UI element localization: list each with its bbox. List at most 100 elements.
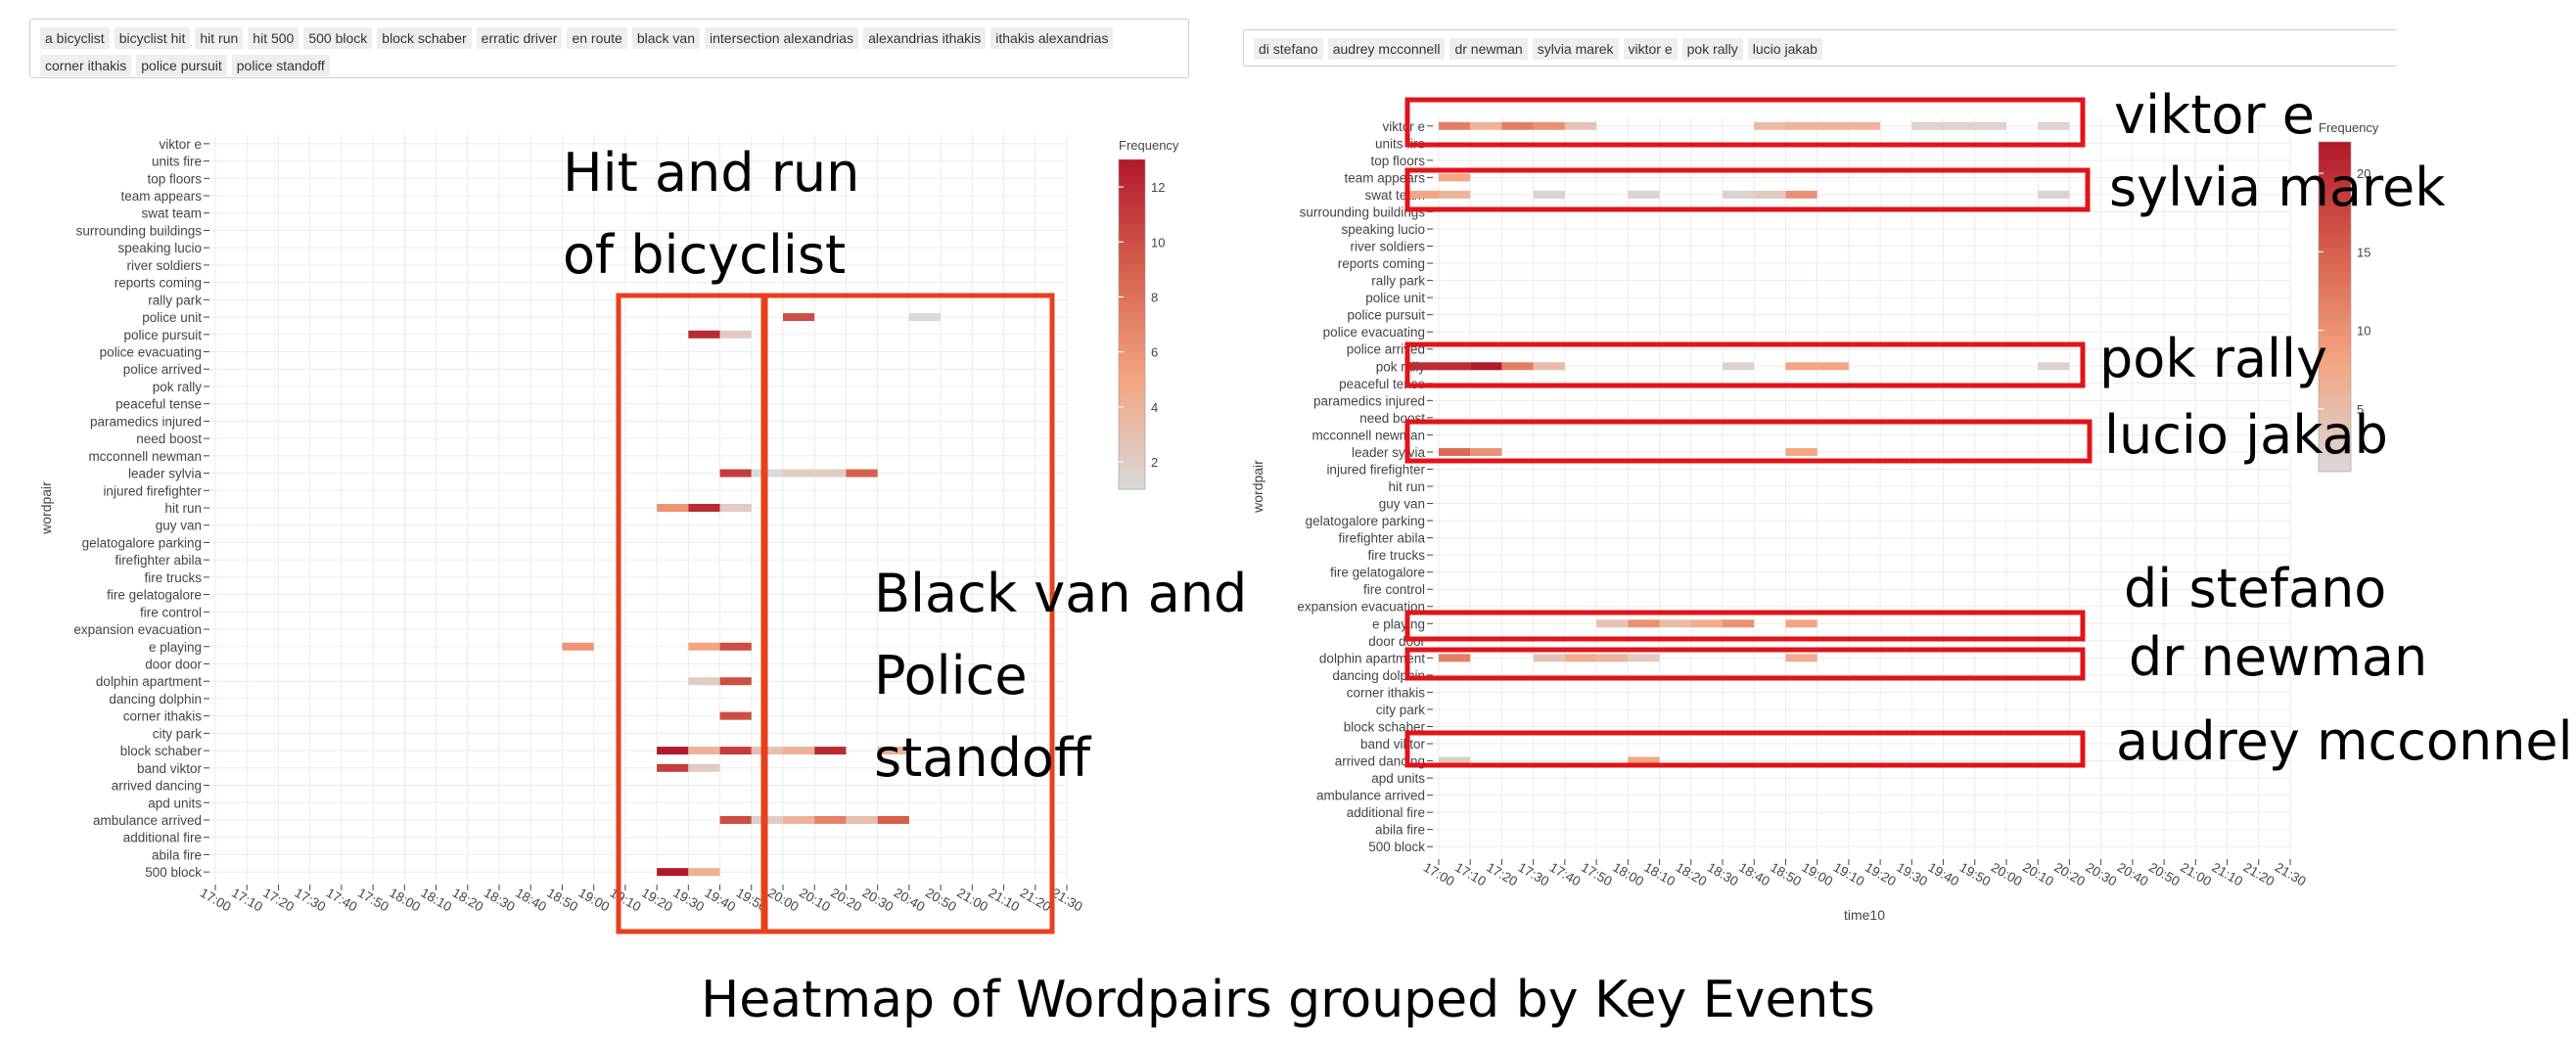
heatmap-cell[interactable] (688, 747, 720, 755)
heatmap-cell[interactable] (1723, 190, 1755, 199)
heatmap-cell[interactable] (1690, 619, 1723, 628)
heatmap-cell[interactable] (1439, 756, 1471, 765)
heatmap-cell[interactable] (1785, 654, 1817, 662)
heatmap-cell[interactable] (908, 313, 942, 322)
left-filter-tag[interactable]: police pursuit (136, 55, 227, 76)
left-filter-tag[interactable]: ithakis alexandrias (990, 27, 1114, 49)
right-filter-tag[interactable]: viktor e (1623, 38, 1678, 60)
heatmap-cell[interactable] (657, 504, 689, 512)
heatmap-cell[interactable] (719, 469, 752, 478)
heatmap-cell[interactable] (688, 330, 720, 339)
left-filter-tag[interactable]: en route (567, 27, 627, 49)
heatmap-cell[interactable] (719, 711, 752, 720)
heatmap-cell[interactable] (814, 747, 847, 755)
heatmap-cell[interactable] (1564, 121, 1597, 130)
left-filter-tag[interactable]: corner ithakis (40, 55, 132, 76)
heatmap-cell[interactable] (688, 868, 720, 877)
heatmap-cell[interactable] (1628, 619, 1660, 628)
heatmap-cell[interactable] (1564, 654, 1597, 662)
heatmap-cell[interactable] (1723, 619, 1755, 628)
heatmap-cell[interactable] (783, 313, 815, 322)
heatmap-cell[interactable] (2038, 121, 2070, 130)
right-filter-tag[interactable]: sylvia marek (1532, 38, 1619, 60)
heatmap-cell[interactable] (814, 815, 847, 824)
heatmap-cell[interactable] (1533, 362, 1565, 371)
heatmap-cell[interactable] (719, 330, 752, 339)
left-filter-tag[interactable]: hit 500 (248, 27, 299, 49)
heatmap-cell[interactable] (719, 504, 752, 512)
left-wordpair-filter[interactable]: a bicyclist bicyclist hit hit run hit 500 50… (29, 19, 1189, 78)
heatmap-cell[interactable] (1501, 362, 1534, 371)
heatmap-cell[interactable] (1439, 362, 1471, 371)
heatmap-cell[interactable] (783, 747, 815, 755)
heatmap-cell[interactable] (1533, 121, 1565, 130)
heatmap-cell[interactable] (1439, 654, 1471, 662)
heatmap-cell[interactable] (1439, 173, 1471, 182)
heatmap-cell[interactable] (1848, 121, 1881, 130)
heatmap-cell[interactable] (1533, 654, 1565, 662)
heatmap-cell[interactable] (562, 642, 594, 651)
heatmap-cell[interactable] (1785, 121, 1817, 130)
heatmap-cell[interactable] (688, 642, 720, 651)
left-filter-tag[interactable]: bicyclist hit (114, 27, 191, 49)
heatmap-cell[interactable] (1628, 190, 1660, 199)
heatmap-cell[interactable] (1785, 619, 1817, 628)
heatmap-cell[interactable] (1470, 362, 1502, 371)
left-filter-tag[interactable]: block schaber (377, 27, 472, 49)
left-filter-tag[interactable]: erratic driver (476, 27, 563, 49)
left-filter-tag[interactable]: intersection alexandrias (705, 27, 859, 49)
heatmap-cell[interactable] (1596, 654, 1629, 662)
heatmap-cell[interactable] (1406, 190, 1439, 199)
right-filter-tag[interactable]: di stefano (1254, 38, 1323, 60)
right-filter-tag[interactable]: pok rally (1681, 38, 1743, 60)
heatmap-cell[interactable] (783, 815, 815, 824)
heatmap-cell[interactable] (846, 469, 878, 478)
heatmap-cell[interactable] (1754, 190, 1786, 199)
heatmap-cell[interactable] (1439, 190, 1471, 199)
heatmap-cell[interactable] (1785, 190, 1817, 199)
right-wordpair-filter[interactable]: di stefano audrey mcconnell dr newman sylvi… (1243, 29, 2398, 67)
left-filter-tag[interactable]: police standoff (231, 55, 330, 76)
heatmap-cell[interactable] (1974, 121, 2006, 130)
heatmap-cell[interactable] (1628, 654, 1660, 662)
heatmap-cell[interactable] (1628, 756, 1660, 765)
heatmap-cell[interactable] (719, 677, 752, 686)
heatmap-cell[interactable] (1817, 362, 1849, 371)
heatmap-cell[interactable] (688, 504, 720, 512)
heatmap-cell[interactable] (719, 642, 752, 651)
heatmap-cell[interactable] (657, 868, 689, 877)
heatmap-cell[interactable] (877, 815, 909, 824)
heatmap-cell[interactable] (1439, 121, 1471, 130)
heatmap-cell[interactable] (688, 677, 720, 686)
left-filter-tag[interactable]: a bicyclist (40, 27, 110, 49)
heatmap-cell[interactable] (657, 747, 689, 755)
heatmap-cell[interactable] (814, 469, 847, 478)
heatmap-cell[interactable] (1785, 362, 1817, 371)
heatmap-cell[interactable] (1470, 447, 1502, 456)
heatmap-cell[interactable] (688, 763, 720, 772)
heatmap-cell[interactable] (1406, 362, 1439, 371)
heatmap-cell[interactable] (1911, 121, 1944, 130)
heatmap-cell[interactable] (1943, 121, 1975, 130)
heatmap-cell[interactable] (1596, 619, 1629, 628)
right-filter-tag[interactable]: lucio jakab (1747, 38, 1822, 60)
left-filter-tag[interactable]: alexandrias ithakis (863, 27, 987, 49)
heatmap-cell[interactable] (1659, 619, 1691, 628)
right-filter-tag[interactable]: audrey mcconnell (1327, 38, 1446, 60)
heatmap-cell[interactable] (877, 747, 909, 755)
heatmap-cell[interactable] (719, 815, 752, 824)
left-filter-tag[interactable]: hit run (195, 27, 244, 49)
heatmap-cell[interactable] (1470, 121, 1502, 130)
heatmap-cell[interactable] (1723, 362, 1755, 371)
heatmap-cell[interactable] (1754, 121, 1786, 130)
heatmap-cell[interactable] (1439, 447, 1471, 456)
right-filter-tag[interactable]: dr newman (1449, 38, 1528, 60)
heatmap-cell[interactable] (657, 763, 689, 772)
heatmap-cell[interactable] (2038, 190, 2070, 199)
heatmap-cell[interactable] (1533, 190, 1565, 199)
heatmap-cell[interactable] (1785, 447, 1817, 456)
heatmap-cell[interactable] (2038, 362, 2070, 371)
left-filter-tag[interactable]: 500 block (303, 27, 373, 49)
heatmap-cell[interactable] (719, 747, 752, 755)
heatmap-cell[interactable] (846, 815, 878, 824)
